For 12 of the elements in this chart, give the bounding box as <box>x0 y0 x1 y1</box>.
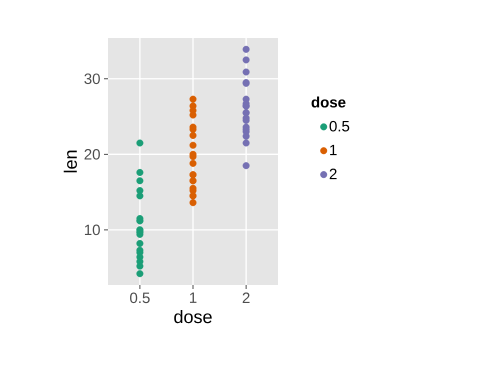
y-tick-label: 30 <box>84 73 100 84</box>
x-tick-label: 2 <box>242 292 250 303</box>
y-axis-title: len <box>64 150 77 172</box>
x-tick-label: 0.5 <box>130 292 150 304</box>
x-axis-title: dose <box>174 310 212 324</box>
y-tick-label: 20 <box>84 149 100 160</box>
y-tick-label: 10 <box>84 224 100 236</box>
x-tick-label: 1 <box>190 292 196 303</box>
legend-title: dose <box>312 96 346 108</box>
legend-label: 2 <box>330 168 337 180</box>
legend-label: 0.5 <box>330 120 350 132</box>
legend-label: 1 <box>330 144 337 156</box>
